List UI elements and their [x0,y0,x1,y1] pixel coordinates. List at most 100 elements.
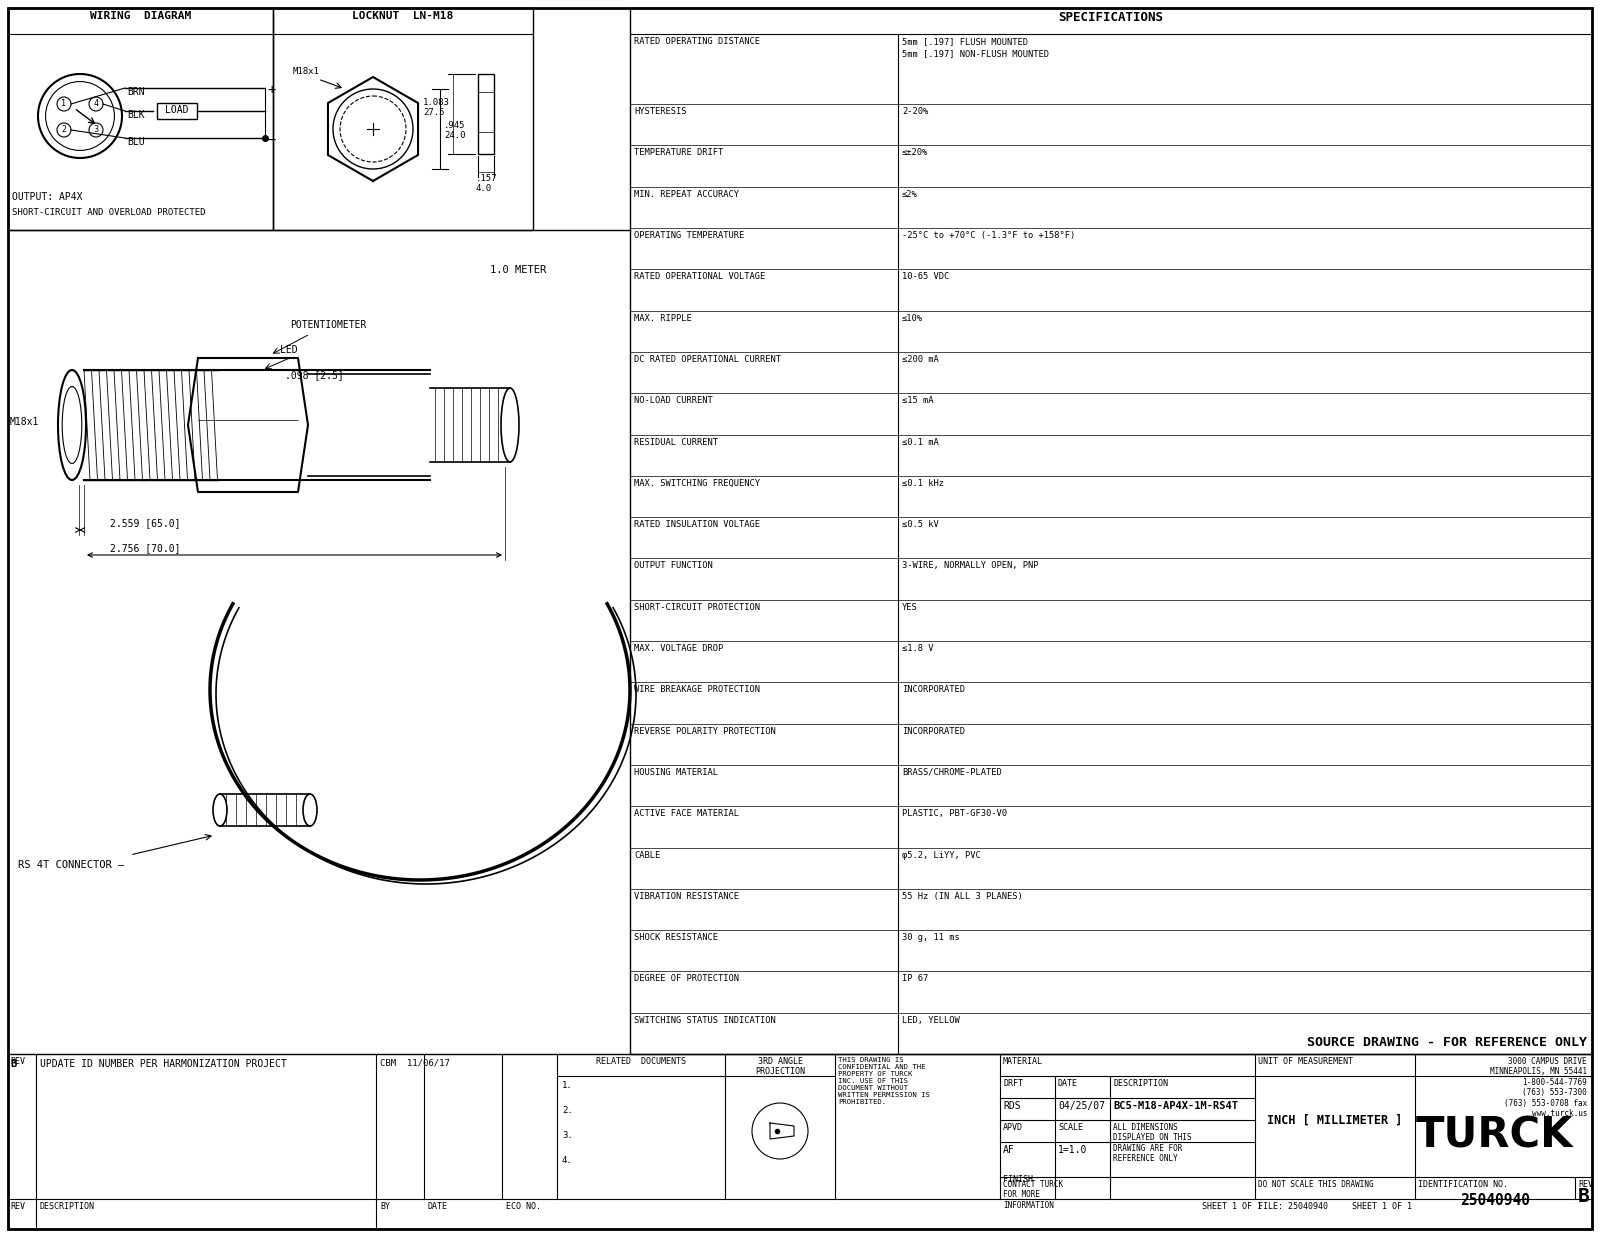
Text: BLU: BLU [126,137,144,147]
Text: B: B [10,1059,16,1069]
Text: ≤0.1 kHz: ≤0.1 kHz [902,479,944,487]
Text: ≤2%: ≤2% [902,189,918,199]
Text: ≤±20%: ≤±20% [902,148,928,157]
Text: SHEET 1 OF 1: SHEET 1 OF 1 [1202,1202,1262,1211]
Text: TURCK: TURCK [1416,1115,1573,1157]
Text: POTENTIOMETER: POTENTIOMETER [290,320,366,330]
Text: RELATED  DOCUMENTS: RELATED DOCUMENTS [595,1056,686,1066]
Text: 1.083
27.5: 1.083 27.5 [422,98,450,118]
Text: ≤200 mA: ≤200 mA [902,355,939,364]
Text: HYSTERESIS: HYSTERESIS [634,108,686,116]
Bar [478,74,494,153]
Text: LOAD: LOAD [165,105,189,115]
Text: ACTIVE FACE MATERIAL: ACTIVE FACE MATERIAL [634,809,739,818]
Text: MAX. SWITCHING FREQUENCY: MAX. SWITCHING FREQUENCY [634,479,760,487]
Text: BRN: BRN [126,87,144,96]
Text: SWITCHING STATUS INDICATION: SWITCHING STATUS INDICATION [634,1016,776,1024]
Text: CABLE: CABLE [634,851,661,860]
Text: RESIDUAL CURRENT: RESIDUAL CURRENT [634,438,718,447]
Text: 3000 CAMPUS DRIVE
MINNEAPOLIS, MN 55441
1-800-544-7769
(763) 553-7300
(763) 553-: 3000 CAMPUS DRIVE MINNEAPOLIS, MN 55441 … [1490,1056,1587,1118]
Text: LED: LED [280,345,298,355]
Text: REV: REV [10,1056,26,1066]
Text: 3RD ANGLE
PROJECTION: 3RD ANGLE PROJECTION [755,1056,805,1076]
Text: NO-LOAD CURRENT: NO-LOAD CURRENT [634,396,712,406]
Text: 4.: 4. [562,1157,573,1165]
Bar [274,7,533,230]
Text: SHORT-CIRCUIT AND OVERLOAD PROTECTED: SHORT-CIRCUIT AND OVERLOAD PROTECTED [13,208,205,216]
Text: HOUSING MATERIAL: HOUSING MATERIAL [634,768,718,777]
Text: TEMPERATURE DRIFT: TEMPERATURE DRIFT [634,148,723,157]
Text: PLASTIC, PBT-GF30-V0: PLASTIC, PBT-GF30-V0 [902,809,1006,818]
Text: 4: 4 [93,99,99,108]
Text: 2.559 [65.0]: 2.559 [65.0] [110,518,181,528]
Text: RATED INSULATION VOLTAGE: RATED INSULATION VOLTAGE [634,520,760,529]
Bar [630,7,1592,1054]
Text: 3: 3 [93,125,99,134]
Text: UNIT OF MEASUREMENT: UNIT OF MEASUREMENT [1258,1056,1354,1066]
Text: SPECIFICATIONS: SPECIFICATIONS [1059,11,1163,24]
Text: φ5.2, LiYY, PVC: φ5.2, LiYY, PVC [902,851,981,860]
Bar [8,1054,1592,1230]
Text: ≤15 mA: ≤15 mA [902,396,933,406]
Text: IDENTIFICATION NO.: IDENTIFICATION NO. [1418,1180,1507,1189]
Text: ≤10%: ≤10% [902,314,923,323]
Ellipse shape [302,794,317,826]
Text: 5mm [.197] FLUSH MOUNTED: 5mm [.197] FLUSH MOUNTED [902,37,1027,46]
Text: 2-20%: 2-20% [902,108,928,116]
Text: DESCRIPTION: DESCRIPTION [1114,1079,1168,1089]
Ellipse shape [501,388,518,461]
Text: 55 Hz (IN ALL 3 PLANES): 55 Hz (IN ALL 3 PLANES) [902,892,1022,901]
Text: .157
4.0: .157 4.0 [477,174,498,193]
Ellipse shape [213,794,227,826]
Text: 1.0 METER: 1.0 METER [490,265,546,275]
Text: B: B [1578,1188,1589,1206]
Text: MAX. VOLTAGE DROP: MAX. VOLTAGE DROP [634,644,723,653]
Text: ECO NO.: ECO NO. [506,1202,541,1211]
Text: 3.: 3. [562,1131,573,1141]
Text: MIN. REPEAT ACCURACY: MIN. REPEAT ACCURACY [634,189,739,199]
Text: REV: REV [1578,1180,1594,1189]
Text: 3-WIRE, NORMALLY OPEN, PNP: 3-WIRE, NORMALLY OPEN, PNP [902,562,1038,570]
Text: 2.756 [70.0]: 2.756 [70.0] [110,543,181,553]
Text: .098 [2.5]: .098 [2.5] [285,370,344,380]
Text: 04/25/07: 04/25/07 [1058,1101,1106,1111]
Text: DC RATED OPERATIONAL CURRENT: DC RATED OPERATIONAL CURRENT [634,355,781,364]
Text: MATERIAL: MATERIAL [1003,1056,1043,1066]
Text: REVERSE POLARITY PROTECTION: REVERSE POLARITY PROTECTION [634,726,776,736]
Text: OUTPUT FUNCTION: OUTPUT FUNCTION [634,562,712,570]
Text: DESCRIPTION: DESCRIPTION [40,1202,94,1211]
Text: 2.: 2. [562,1106,573,1115]
Text: 10-65 VDC: 10-65 VDC [902,272,949,281]
Ellipse shape [58,370,86,480]
Text: M18x1: M18x1 [293,67,320,75]
Text: M18x1: M18x1 [10,417,40,427]
Text: .945
24.0: .945 24.0 [445,121,466,141]
Text: OPERATING TEMPERATURE: OPERATING TEMPERATURE [634,231,744,240]
Text: 1: 1 [61,99,67,108]
Bar [157,103,197,119]
Text: WIRE BREAKAGE PROTECTION: WIRE BREAKAGE PROTECTION [634,685,760,694]
Text: BY: BY [381,1202,390,1211]
Text: LOCKNUT  LN-M18: LOCKNUT LN-M18 [352,11,454,21]
Text: UPDATE ID NUMBER PER HARMONIZATION PROJECT: UPDATE ID NUMBER PER HARMONIZATION PROJE… [40,1059,286,1069]
Text: −: − [267,134,275,147]
Text: 2: 2 [61,125,67,134]
Text: SCALE: SCALE [1058,1123,1083,1132]
Text: DEGREE OF PROTECTION: DEGREE OF PROTECTION [634,975,739,983]
Text: IP 67: IP 67 [902,975,928,983]
Text: BLK: BLK [126,110,144,120]
Text: REV: REV [10,1202,26,1211]
Text: BRASS/CHROME-PLATED: BRASS/CHROME-PLATED [902,768,1002,777]
Text: RS 4T CONNECTOR —: RS 4T CONNECTOR — [18,860,125,870]
Text: INCORPORATED: INCORPORATED [902,685,965,694]
Text: WIRING  DIAGRAM: WIRING DIAGRAM [90,11,190,21]
Text: SHEET 1 OF 1: SHEET 1 OF 1 [1352,1202,1413,1211]
Text: OUTPUT: AP4X: OUTPUT: AP4X [13,192,83,202]
Text: RATED OPERATING DISTANCE: RATED OPERATING DISTANCE [634,37,760,46]
Text: 1.: 1. [562,1081,573,1090]
Text: APVD: APVD [1003,1123,1022,1132]
Text: FILE: 25040940: FILE: 25040940 [1258,1202,1328,1211]
Text: CONTACT TURCK
FOR MORE
INFORMATION: CONTACT TURCK FOR MORE INFORMATION [1003,1180,1062,1210]
Text: DATE: DATE [429,1202,448,1211]
Text: DATE: DATE [1058,1079,1078,1089]
